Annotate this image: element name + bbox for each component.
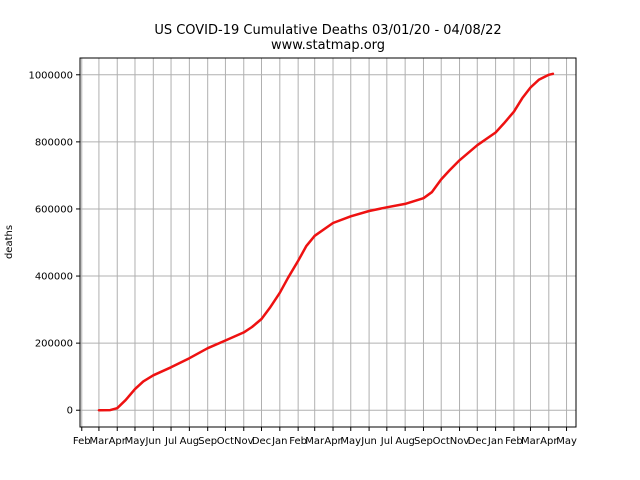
- x-tick-label: May: [556, 436, 577, 447]
- y-tick-label: 800000: [35, 137, 73, 148]
- x-tick-label: Mar: [521, 436, 541, 447]
- x-tick-label: Jan: [487, 436, 503, 447]
- chart-subtitle: www.statmap.org: [271, 38, 385, 53]
- x-tick-label: Jun: [360, 436, 377, 447]
- y-tick-label: 1000000: [28, 70, 73, 81]
- y-tick-label: 400000: [35, 272, 73, 283]
- x-tick-label: Sep: [198, 436, 217, 447]
- x-tick-label: Oct: [217, 436, 234, 447]
- x-tick-label: Apr: [109, 436, 127, 447]
- y-axis-label: deaths: [4, 225, 15, 259]
- x-tick-label: Jan: [271, 436, 287, 447]
- y-axis: 0 200000 400000 600000 800000 1000000: [28, 70, 80, 417]
- x-tick-label: Oct: [433, 436, 450, 447]
- x-tick-label: May: [125, 436, 146, 447]
- x-tick-label: Feb: [73, 436, 91, 447]
- x-tick-label: Nov: [450, 436, 470, 447]
- y-tick-label: 0: [67, 406, 73, 417]
- x-tick-label: Aug: [180, 436, 200, 447]
- x-tick-label: Aug: [395, 436, 415, 447]
- y-tick-label: 200000: [35, 339, 73, 350]
- y-tick-label: 600000: [35, 204, 73, 215]
- chart-title: US COVID-19 Cumulative Deaths 03/01/20 -…: [154, 23, 501, 38]
- x-tick-label: Dec: [252, 436, 271, 447]
- x-tick-label: Feb: [289, 436, 307, 447]
- x-tick-label: Feb: [505, 436, 523, 447]
- x-tick-label: Jul: [164, 436, 177, 447]
- series-layer: [97, 72, 555, 412]
- plot-area: [79, 57, 577, 428]
- x-tick-label: Sep: [414, 436, 433, 447]
- x-tick-label: Jun: [144, 436, 161, 447]
- x-tick-label: Nov: [234, 436, 254, 447]
- x-tick-label: Jul: [380, 436, 393, 447]
- x-tick-label: Apr: [324, 436, 342, 447]
- x-tick-label: Mar: [89, 436, 109, 447]
- x-tick-label: May: [340, 436, 361, 447]
- x-tick-label: Dec: [468, 436, 487, 447]
- grid-lines: [80, 58, 576, 427]
- series-line-deaths: [97, 72, 555, 412]
- x-tick-label: Mar: [305, 436, 325, 447]
- x-tick-label: Apr: [540, 436, 558, 447]
